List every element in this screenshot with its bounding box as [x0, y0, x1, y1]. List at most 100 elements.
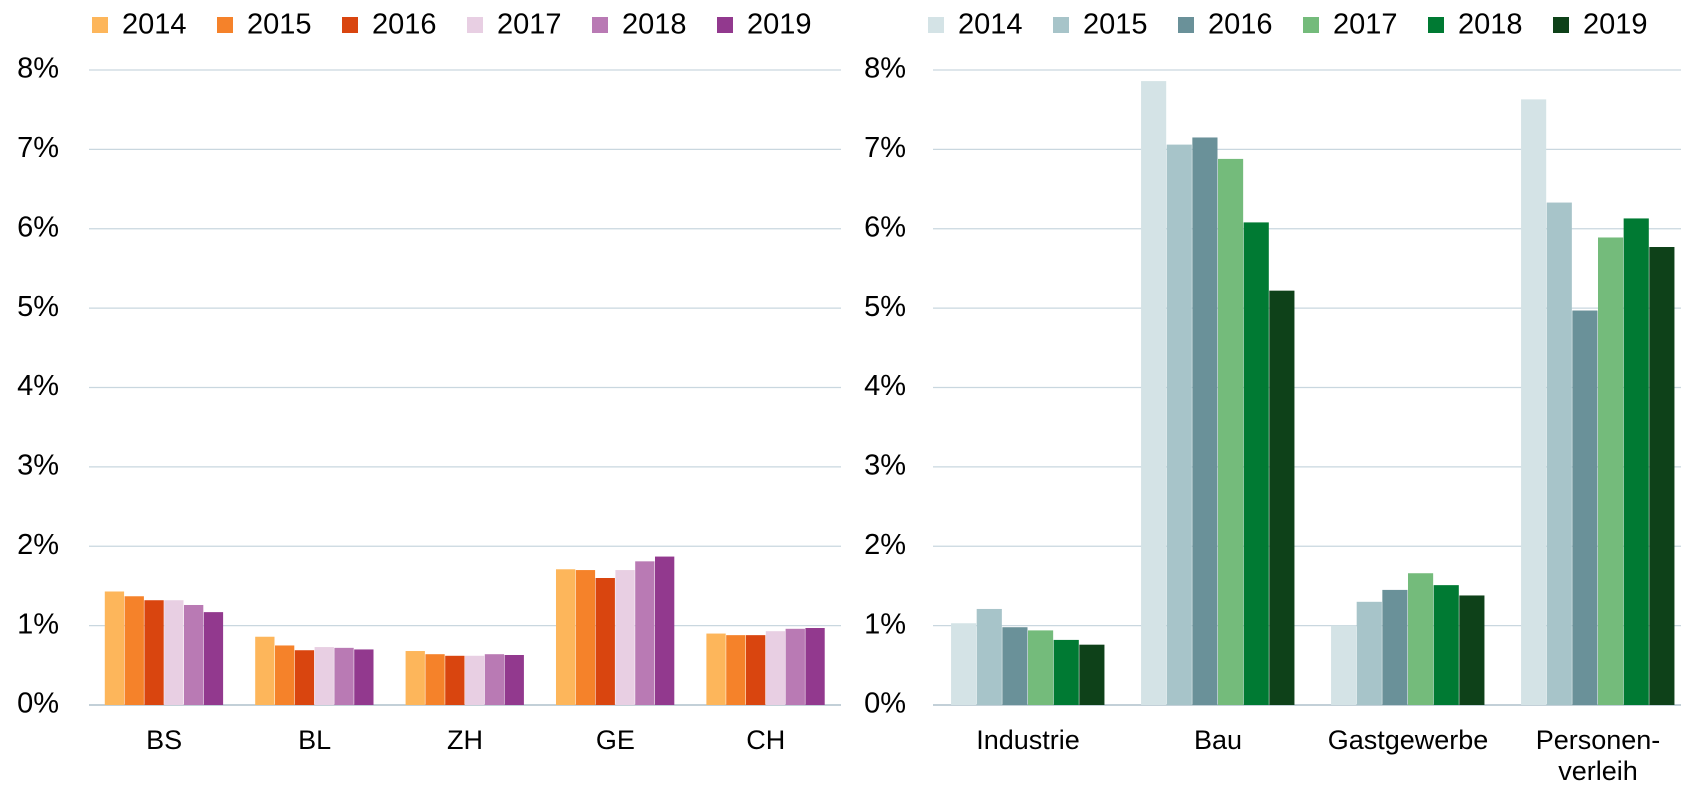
bar [425, 654, 445, 705]
bar [465, 655, 485, 705]
legend-label: 2015 [1083, 9, 1148, 41]
y-tick-label: 7% [17, 132, 59, 164]
y-tick-label: 3% [864, 450, 906, 482]
bar [615, 570, 635, 705]
y-tick-label: 2% [17, 529, 59, 561]
bar [706, 633, 726, 705]
bar [405, 651, 425, 705]
y-tick-label: 4% [864, 370, 906, 402]
x-tick-label: ZH [447, 725, 483, 755]
bar [1649, 247, 1675, 705]
y-tick-label: 8% [17, 53, 59, 85]
bar [294, 650, 315, 705]
legend-swatch [92, 17, 108, 33]
bar [1572, 310, 1598, 705]
legend-swatch [217, 17, 233, 33]
y-tick-label: 6% [864, 211, 906, 243]
x-tick-label: BS [146, 725, 183, 755]
bar [575, 570, 596, 705]
bar [1079, 644, 1105, 705]
legend-swatch [342, 17, 358, 33]
y-tick-label: 5% [864, 291, 906, 323]
legend-swatch [1428, 17, 1444, 33]
x-tick-label: Bau [1193, 725, 1243, 755]
x-tick-label: Industrie [976, 725, 1080, 755]
bar [1218, 158, 1244, 705]
legend-swatch [467, 17, 483, 33]
legend-label: 2017 [497, 9, 562, 41]
bar [144, 600, 164, 705]
bar [504, 654, 524, 705]
y-tick-label: 0% [17, 688, 59, 720]
y-tick-label: 3% [17, 450, 59, 482]
x-tick-label: BL [298, 725, 332, 755]
x-tick-label: GE [595, 725, 635, 755]
bar [555, 569, 576, 705]
bar [1356, 601, 1382, 705]
bar [484, 654, 505, 705]
legend-label: 2017 [1333, 9, 1398, 41]
bar [1459, 595, 1485, 705]
bar [745, 635, 766, 705]
bar [951, 623, 977, 705]
bar [1243, 222, 1269, 705]
bar [1623, 218, 1649, 705]
bar [274, 645, 295, 705]
bar [765, 631, 786, 705]
legend-label: 2015 [247, 9, 312, 41]
y-tick-label: 5% [17, 291, 59, 323]
bar [1433, 585, 1459, 705]
bar [1028, 630, 1054, 705]
bar [1002, 627, 1028, 705]
y-tick-label: 6% [17, 211, 59, 243]
y-tick-label: 8% [864, 53, 906, 85]
bar [1192, 137, 1218, 705]
bar [976, 608, 1002, 705]
legend-swatch [1053, 17, 1069, 33]
legend-swatch [1178, 17, 1194, 33]
bar [1166, 144, 1192, 706]
bar [164, 600, 184, 705]
bar [255, 636, 275, 705]
bar [184, 604, 204, 705]
legend-label: 2014 [958, 9, 1023, 41]
legend-label: 2016 [372, 9, 437, 41]
bar [726, 635, 746, 705]
bar [1521, 99, 1547, 705]
bar [124, 596, 144, 705]
legend-label: 2014 [122, 9, 187, 41]
legend-swatch [717, 17, 733, 33]
bar [445, 655, 465, 705]
bar [785, 628, 805, 705]
bar [314, 647, 334, 705]
bar [1053, 639, 1079, 705]
y-tick-label: 4% [17, 370, 59, 402]
bar [354, 649, 374, 705]
legend-swatch [1553, 17, 1569, 33]
bar [1331, 625, 1357, 705]
bar [635, 561, 655, 705]
bar [334, 647, 354, 705]
y-tick-label: 1% [17, 608, 59, 640]
bar [1408, 573, 1434, 705]
legend-swatch [1303, 17, 1319, 33]
bar [805, 628, 825, 705]
legend-label: 2018 [1458, 9, 1523, 41]
bar [1382, 589, 1408, 705]
legend-label: 2019 [1583, 9, 1648, 41]
bar [1598, 237, 1624, 705]
legend-label: 2018 [622, 9, 687, 41]
bar [655, 556, 675, 705]
bar [1546, 202, 1572, 705]
bar [1269, 290, 1295, 705]
x-tick-label: CH [746, 725, 786, 755]
legend-label: 2019 [747, 9, 812, 41]
x-tick-label: Gastgewerbe [1327, 725, 1489, 755]
y-tick-label: 7% [864, 132, 906, 164]
legend-label: 2016 [1208, 9, 1273, 41]
bar [1141, 81, 1167, 706]
legend-swatch [928, 17, 944, 33]
legend-swatch [592, 17, 608, 33]
